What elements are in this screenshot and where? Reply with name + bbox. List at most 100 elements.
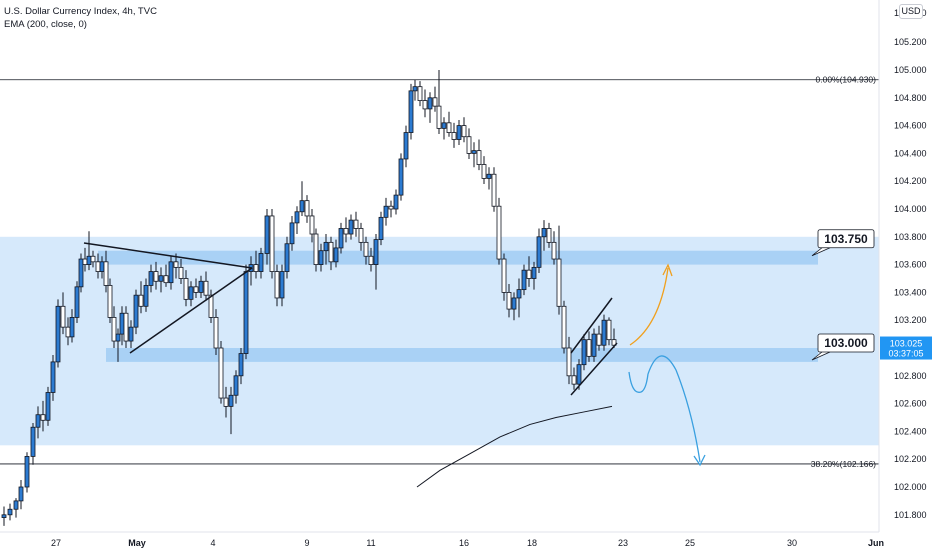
bullish-arrowhead	[662, 263, 673, 277]
candle-95	[466, 128, 472, 159]
candle-body-62	[304, 200, 310, 217]
x-tick-5: 16	[459, 538, 469, 548]
candle-body-26	[123, 312, 129, 342]
candle-66	[323, 234, 329, 265]
candle-body-86	[422, 100, 428, 110]
candle-body-39	[188, 286, 194, 300]
candle-body-106	[521, 269, 527, 291]
candle-body-37	[178, 266, 184, 279]
candle-36	[173, 253, 179, 279]
candle-70	[343, 217, 349, 243]
candle-body-94	[461, 125, 467, 138]
candle-body-24	[115, 333, 121, 342]
candle-body-101	[496, 205, 502, 260]
candle-72	[353, 211, 359, 237]
y-tick-16: 101.800	[894, 510, 927, 520]
candle-100	[491, 167, 497, 212]
y-tick-12: 102.600	[894, 399, 927, 409]
y-tick-3: 104.600	[894, 121, 927, 131]
currency-badge[interactable]: USD	[899, 4, 923, 19]
fib-label-1: 38.20%(102.166)	[811, 459, 876, 469]
candle-body-30	[143, 285, 149, 307]
y-tick-14: 102.200	[894, 454, 927, 464]
candle-body-120	[591, 333, 597, 357]
y-tick-7: 103.800	[894, 232, 927, 242]
candle-body-79	[388, 205, 394, 210]
candle-88	[432, 86, 438, 112]
channel-upper-line	[570, 297, 613, 354]
candle-71	[348, 214, 354, 240]
candle-80	[393, 189, 399, 215]
candle-body-65	[318, 250, 324, 265]
candle-32	[153, 261, 159, 290]
candle-79	[388, 200, 394, 218]
candle-body-38	[183, 278, 189, 300]
candle-65	[318, 243, 324, 272]
candle-body-54	[264, 215, 270, 254]
candle-111	[546, 222, 552, 248]
candle-28	[133, 289, 139, 335]
candle-body-18	[90, 255, 96, 263]
candle-15	[78, 253, 84, 293]
candle-108	[531, 261, 537, 290]
candle-body-88	[432, 97, 438, 107]
candle-body-95	[466, 136, 472, 154]
candle-body-123	[606, 319, 612, 341]
candle-body-119	[586, 339, 592, 357]
candle-body-50	[243, 271, 249, 354]
candle-body-0	[1, 514, 7, 518]
candle-74	[363, 236, 369, 265]
candle-body-31	[148, 271, 154, 286]
candle-98	[481, 156, 487, 184]
candle-23	[111, 306, 117, 348]
x-tick-10: Jun	[868, 538, 884, 548]
pullback-arrow	[628, 371, 649, 393]
zone-1	[98, 250, 818, 265]
candle-93	[456, 120, 462, 146]
candle-110	[541, 220, 547, 251]
candle-body-99	[486, 173, 492, 179]
candle-body-70	[343, 228, 349, 235]
candle-body-110	[541, 228, 547, 238]
candle-body-14	[74, 286, 80, 318]
candle-55	[269, 209, 275, 279]
candle-94	[461, 117, 467, 143]
last-price-value: 103.025	[890, 339, 923, 349]
candle-body-33	[158, 275, 164, 282]
candle-124	[611, 328, 617, 348]
candle-5	[30, 423, 36, 465]
x-tick-8: 25	[685, 538, 695, 548]
candle-106	[521, 264, 527, 296]
candle-body-55	[269, 215, 275, 272]
candle-116	[571, 367, 577, 390]
candle-10	[55, 299, 61, 368]
candle-body-53	[258, 253, 264, 272]
y-tick-1: 105.000	[894, 65, 927, 75]
y-tick-4: 104.400	[894, 148, 927, 158]
candle-107	[526, 256, 532, 287]
candle-body-75	[368, 255, 374, 266]
candle-body-100	[491, 173, 497, 207]
candle-body-12	[65, 326, 71, 338]
candle-68	[333, 239, 339, 268]
candle-body-118	[581, 339, 587, 366]
candle-body-89	[436, 105, 442, 129]
candle-22	[107, 278, 113, 323]
candle-59	[289, 215, 295, 251]
candle-81	[398, 153, 404, 201]
triangle-upper-line	[83, 242, 253, 269]
bearish-arrowhead	[693, 454, 706, 467]
candle-75	[368, 247, 374, 272]
candle-body-93	[456, 125, 462, 140]
candle-body-56	[274, 271, 280, 299]
candle-30	[143, 278, 149, 312]
candle-33	[158, 267, 164, 293]
candle-11	[60, 292, 66, 335]
candle-57	[279, 264, 285, 307]
y-tick-8: 103.600	[894, 260, 927, 270]
x-tick-0: 27	[51, 538, 61, 548]
candle-44	[213, 309, 219, 355]
candle-body-63	[309, 215, 315, 235]
